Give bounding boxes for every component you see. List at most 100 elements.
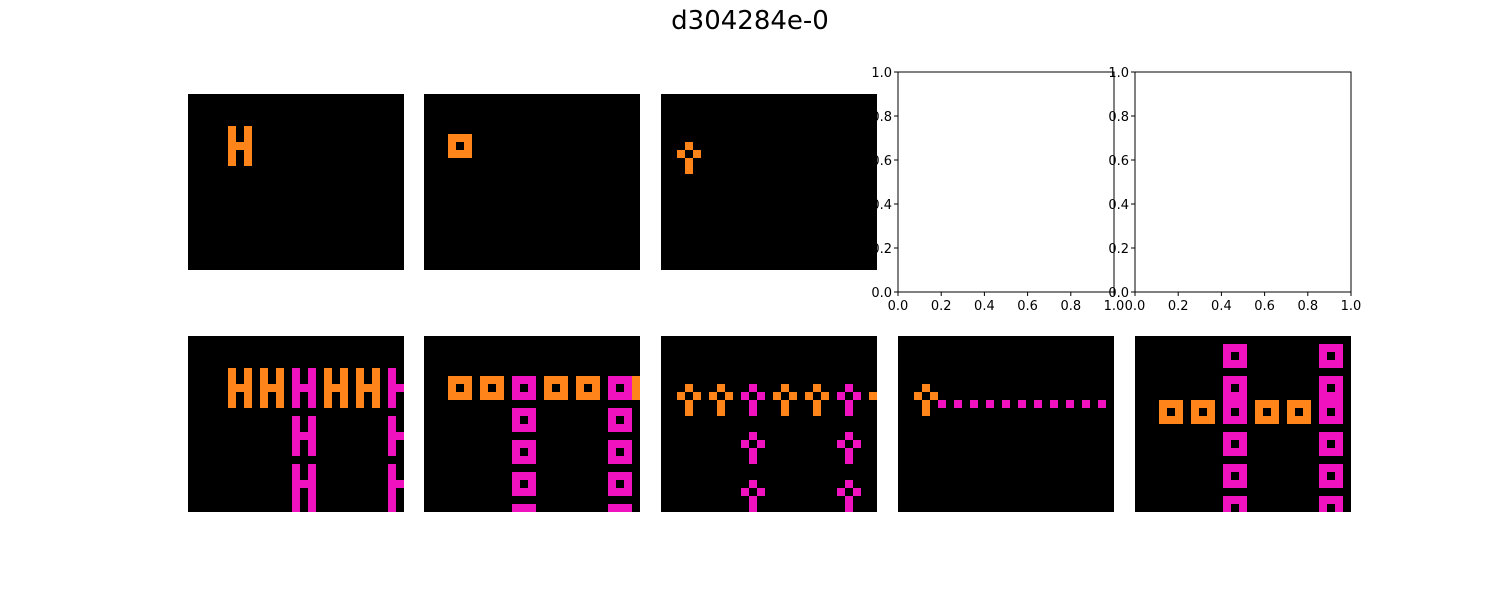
magenta-cell xyxy=(845,408,853,416)
orange-cell xyxy=(464,376,472,384)
orange-cell xyxy=(464,384,472,392)
magenta-cell xyxy=(1335,480,1343,488)
y-tick-label: 0.6 xyxy=(871,154,892,169)
orange-cell xyxy=(922,400,930,408)
magenta-cell xyxy=(1231,344,1239,352)
orange-cell xyxy=(244,126,252,134)
orange-cell xyxy=(632,384,640,392)
magenta-cell xyxy=(1223,360,1231,368)
orange-cell xyxy=(922,384,930,392)
magenta-cell xyxy=(396,520,404,528)
magenta-cell xyxy=(528,384,536,392)
magenta-cell xyxy=(1327,400,1335,408)
orange-cell xyxy=(1159,400,1167,408)
orange-cell xyxy=(1255,416,1263,424)
orange-cell xyxy=(496,384,504,392)
orange-cell xyxy=(544,376,552,384)
orange-cell xyxy=(372,376,380,384)
orange-cell xyxy=(1175,408,1183,416)
y-tick-label: 0.2 xyxy=(1108,242,1129,257)
orange-cell xyxy=(1367,400,1375,408)
orange-cell xyxy=(685,166,693,174)
orange-cell xyxy=(228,368,236,376)
magenta-cell xyxy=(388,400,396,408)
orange-cell xyxy=(448,150,456,158)
orange-cell xyxy=(448,134,456,142)
magenta-cell xyxy=(1239,440,1247,448)
magenta-cell xyxy=(404,512,412,520)
orange-cell xyxy=(877,384,885,392)
magenta-cell xyxy=(845,504,853,512)
magenta-cell xyxy=(1335,464,1343,472)
magenta-cell xyxy=(1327,512,1335,520)
orange-cell xyxy=(685,408,693,416)
magenta-cell xyxy=(837,488,845,496)
magenta-cell xyxy=(520,392,528,400)
magenta-cell xyxy=(616,392,624,400)
empty-axes-3: 0.00.0 0.2 0.2 0.4 0.4 0.6 0.6 0.8 0.8 1.0 1.0 xyxy=(871,66,1124,314)
magenta-cell xyxy=(749,456,757,464)
magenta-cell xyxy=(388,376,396,384)
magenta-cell xyxy=(520,472,528,480)
orange-cell xyxy=(464,392,472,400)
magenta-cell xyxy=(1319,352,1327,360)
grid-background xyxy=(661,94,877,270)
magenta-cell xyxy=(404,384,412,392)
orange-cell xyxy=(456,376,464,384)
magenta-cell xyxy=(520,440,528,448)
magenta-cell xyxy=(1327,392,1335,400)
magenta-cell xyxy=(512,424,520,432)
magenta-cell xyxy=(1327,360,1335,368)
magenta-cell xyxy=(512,456,520,464)
magenta-cell xyxy=(404,536,412,544)
magenta-cell xyxy=(1239,360,1247,368)
magenta-cell xyxy=(308,384,316,392)
magenta-cell xyxy=(512,480,520,488)
magenta-cell xyxy=(608,408,616,416)
magenta-cell xyxy=(1335,352,1343,360)
orange-cell xyxy=(356,400,364,408)
magenta-cell xyxy=(1223,408,1231,416)
magenta-cell xyxy=(1231,496,1239,504)
orange-cell xyxy=(456,134,464,142)
magenta-cell xyxy=(1223,464,1231,472)
magenta-cell xyxy=(749,400,757,408)
magenta-cell xyxy=(608,392,616,400)
magenta-cell xyxy=(1327,480,1335,488)
magenta-cell xyxy=(1319,472,1327,480)
magenta-cell xyxy=(388,512,396,520)
orange-cell xyxy=(332,384,340,392)
orange-cell xyxy=(685,158,693,166)
orange-cell xyxy=(480,376,488,384)
magenta-cell xyxy=(1223,472,1231,480)
magenta-cell xyxy=(300,432,308,440)
orange-cell xyxy=(228,134,236,142)
magenta-cell xyxy=(845,432,853,440)
orange-cell xyxy=(276,400,284,408)
orange-cell xyxy=(244,368,252,376)
magenta-cell xyxy=(749,384,757,392)
magenta-cell xyxy=(528,408,536,416)
magenta-cell xyxy=(528,392,536,400)
magenta-cell xyxy=(1239,376,1247,384)
magenta-cell xyxy=(388,384,396,392)
orange-cell xyxy=(552,376,560,384)
magenta-cell xyxy=(1319,384,1327,392)
magenta-cell xyxy=(1335,376,1343,384)
magenta-cell xyxy=(624,448,632,456)
x-tick-label: 0.0 xyxy=(888,299,909,314)
orange-cell xyxy=(324,392,332,400)
y-tick-label: 0.6 xyxy=(1108,154,1129,169)
x-tick-label: 1.0 xyxy=(1341,299,1362,314)
orange-cell xyxy=(1295,416,1303,424)
orange-cell xyxy=(260,376,268,384)
magenta-cell xyxy=(1335,360,1343,368)
orange-cell xyxy=(632,392,640,400)
magenta-cell xyxy=(757,392,765,400)
grid-panel-0-0 xyxy=(188,94,404,270)
magenta-cell xyxy=(1335,344,1343,352)
grid-background xyxy=(188,94,404,270)
y-tick-label: 0.8 xyxy=(1108,110,1129,125)
magenta-cell xyxy=(404,472,412,480)
